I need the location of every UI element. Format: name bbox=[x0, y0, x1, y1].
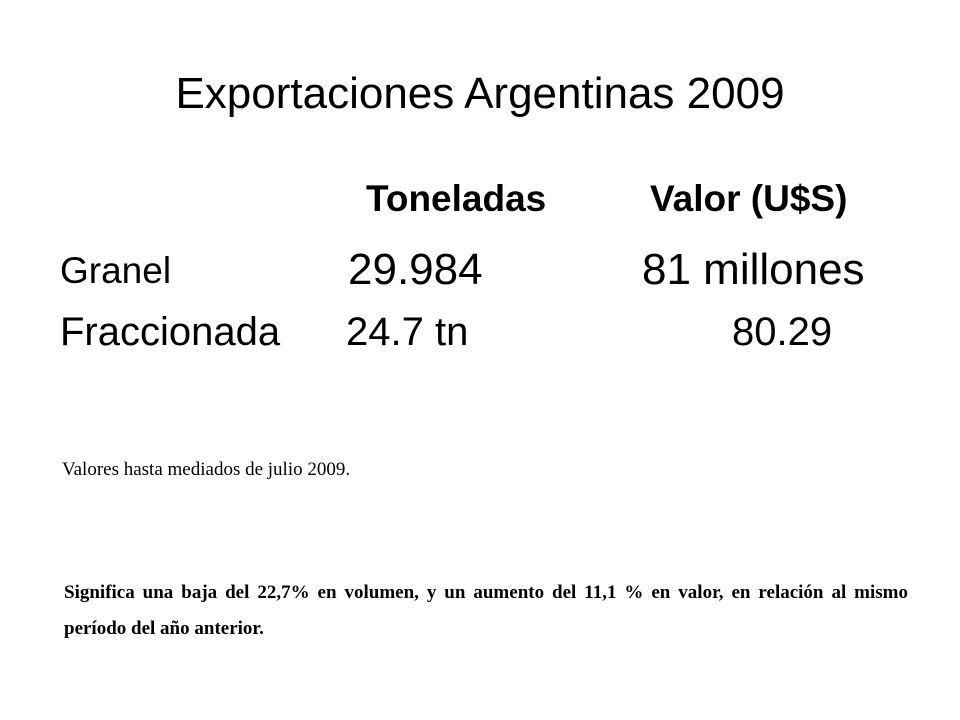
slide-title: Exportaciones Argentinas 2009 bbox=[175, 69, 785, 118]
column-header-valor: Valor (U$S) bbox=[650, 178, 848, 219]
column-header-toneladas: Toneladas bbox=[366, 178, 547, 219]
row-valor-value: 81 millones bbox=[642, 245, 865, 294]
row-toneladas-value: 29.984 bbox=[348, 245, 483, 294]
row-valor-value: 80.29 bbox=[732, 310, 833, 354]
summary-text: Significa una baja del 22,7% en volumen,… bbox=[64, 582, 908, 639]
footnote: Valores hasta mediados de julio 2009. bbox=[62, 459, 351, 480]
row-toneladas-value: 24.7 tn bbox=[346, 310, 469, 354]
row-label: Granel bbox=[60, 250, 172, 291]
row-label: Fraccionada bbox=[60, 310, 281, 354]
